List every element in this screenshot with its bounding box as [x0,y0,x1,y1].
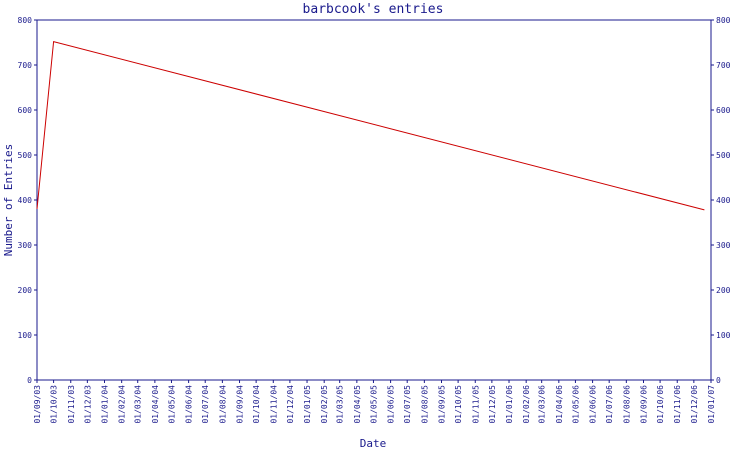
x-tick-label: 01/04/04 [151,385,160,424]
x-tick-label: 01/01/07 [707,385,716,424]
x-tick-label: 01/09/05 [438,385,447,424]
x-tick-label: 01/12/03 [83,385,92,424]
x-tick-label: 01/10/03 [50,385,59,424]
x-tick-label: 01/08/05 [420,385,429,424]
y-tick-label-right: 400 [716,196,731,205]
y-tick-label-right: 800 [716,16,731,25]
x-tick-label: 01/11/06 [673,385,682,424]
x-tick-label: 01/11/05 [471,385,480,424]
x-tick-label: 01/05/05 [369,385,378,424]
y-tick-label-left: 200 [18,286,33,295]
y-axis-ticks: 0 0 100 100 200 200 300 300 400 400 500 500 600 600 70… [18,16,731,385]
y-tick-label-left: 500 [18,151,33,160]
x-tick-label: 01/10/04 [252,385,261,424]
x-tick-label: 01/06/06 [589,385,598,424]
x-tick-label: 01/02/05 [320,385,329,424]
x-tick-label: 01/12/05 [488,385,497,424]
x-tick-label: 01/06/04 [185,385,194,424]
x-tick-label: 01/02/04 [118,385,127,424]
y-tick-label-right: 600 [716,106,731,115]
x-tick-label: 01/10/06 [656,385,665,424]
x-tick-label: 01/09/03 [33,385,42,424]
y-axis-title: Number of Entries [2,144,15,257]
y-tick-label-right: 0 [716,376,721,385]
chart-title: barbcook's entries [303,2,444,17]
y-tick-label-left: 100 [18,331,33,340]
x-tick-label: 01/03/06 [538,385,547,424]
x-axis-title: Date [360,437,387,450]
x-tick-label: 01/07/06 [605,385,614,424]
x-tick-label: 01/07/05 [403,385,412,424]
x-tick-label: 01/10/05 [454,385,463,424]
y-tick-label-right: 200 [716,286,731,295]
y-tick-label-left: 0 [27,376,32,385]
x-tick-label: 01/01/04 [101,385,110,424]
x-tick-label: 01/03/04 [134,385,143,424]
x-tick-label: 01/11/03 [67,385,76,424]
x-tick-label: 01/11/04 [269,385,278,424]
series-line [36,40,705,211]
x-tick-label: 01/12/06 [690,385,699,424]
y-tick-label-left: 700 [18,61,33,70]
y-tick-label-left: 400 [18,196,33,205]
x-tick-label: 01/09/04 [236,385,245,424]
x-axis-ticks: 01/09/03 01/10/03 01/11/03 01/12/03 01/01/04… [33,380,716,424]
series-layer [36,40,705,211]
x-tick-label: 01/03/05 [336,385,345,424]
x-tick-label: 01/04/06 [555,385,564,424]
y-tick-label-left: 300 [18,241,33,250]
x-tick-label: 01/05/04 [167,385,176,424]
y-tick-label-right: 300 [716,241,731,250]
y-tick-label-left: 600 [18,106,33,115]
x-tick-label: 01/01/05 [303,385,312,424]
x-tick-label: 01/12/04 [286,385,295,424]
y-tick-label-right: 500 [716,151,731,160]
x-tick-label: 01/05/06 [571,385,580,424]
y-tick-label-right: 100 [716,331,731,340]
y-tick-label-left: 800 [18,16,33,25]
x-tick-label: 01/06/05 [387,385,396,424]
x-tick-label: 01/08/06 [622,385,631,424]
x-tick-label: 01/09/06 [639,385,648,424]
x-tick-label: 01/01/06 [505,385,514,424]
x-tick-label: 01/08/04 [218,385,227,424]
y-tick-label-right: 700 [716,61,731,70]
x-tick-label: 01/07/04 [201,385,210,424]
x-tick-label: 01/02/06 [522,385,531,424]
x-tick-label: 01/04/05 [353,385,362,424]
